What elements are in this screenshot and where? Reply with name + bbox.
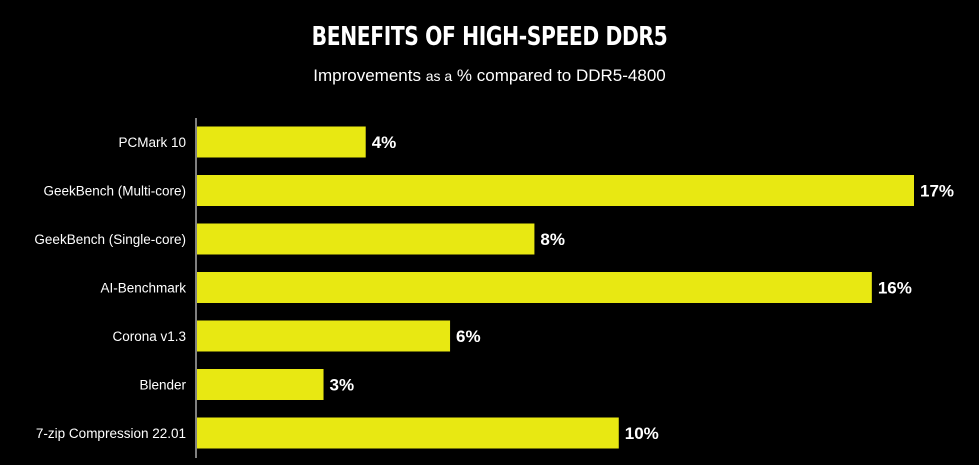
category-label: 7-zip Compression 22.01 — [36, 426, 186, 441]
bar — [197, 126, 366, 158]
bar — [197, 272, 872, 303]
data-label: 16% — [878, 279, 912, 298]
category-label: AI-Benchmark — [100, 281, 186, 296]
category-label: PCMark 10 — [118, 135, 186, 150]
data-label: 10% — [625, 424, 659, 443]
chart-subtitle: Improvements as a % compared to DDR5-480… — [0, 66, 979, 86]
bar — [197, 320, 451, 352]
bar — [197, 369, 324, 400]
data-label: 8% — [540, 230, 565, 249]
category-label: GeekBench (Multi-core) — [43, 184, 186, 199]
subtitle-part-1: Improvements — [313, 66, 421, 85]
bar — [197, 175, 914, 206]
bar — [197, 417, 619, 449]
data-label: 17% — [920, 182, 954, 201]
chart-title: BENEFITS OF HIGH-SPEED DDR5 — [311, 22, 668, 52]
bar — [197, 223, 535, 255]
data-label: 6% — [456, 327, 481, 346]
subtitle-part-2: as a — [425, 68, 453, 84]
data-label: 4% — [372, 133, 397, 152]
category-label: Corona v1.3 — [112, 329, 186, 344]
category-label: GeekBench (Single-core) — [34, 232, 186, 247]
category-label: Blender — [139, 378, 186, 393]
subtitle-part-3: % compared to DDR5-4800 — [456, 66, 666, 85]
data-label: 3% — [330, 376, 355, 395]
bars-group: PCMark 10 4% GeekBench (Multi-core) 17% Geek… — [34, 126, 954, 449]
